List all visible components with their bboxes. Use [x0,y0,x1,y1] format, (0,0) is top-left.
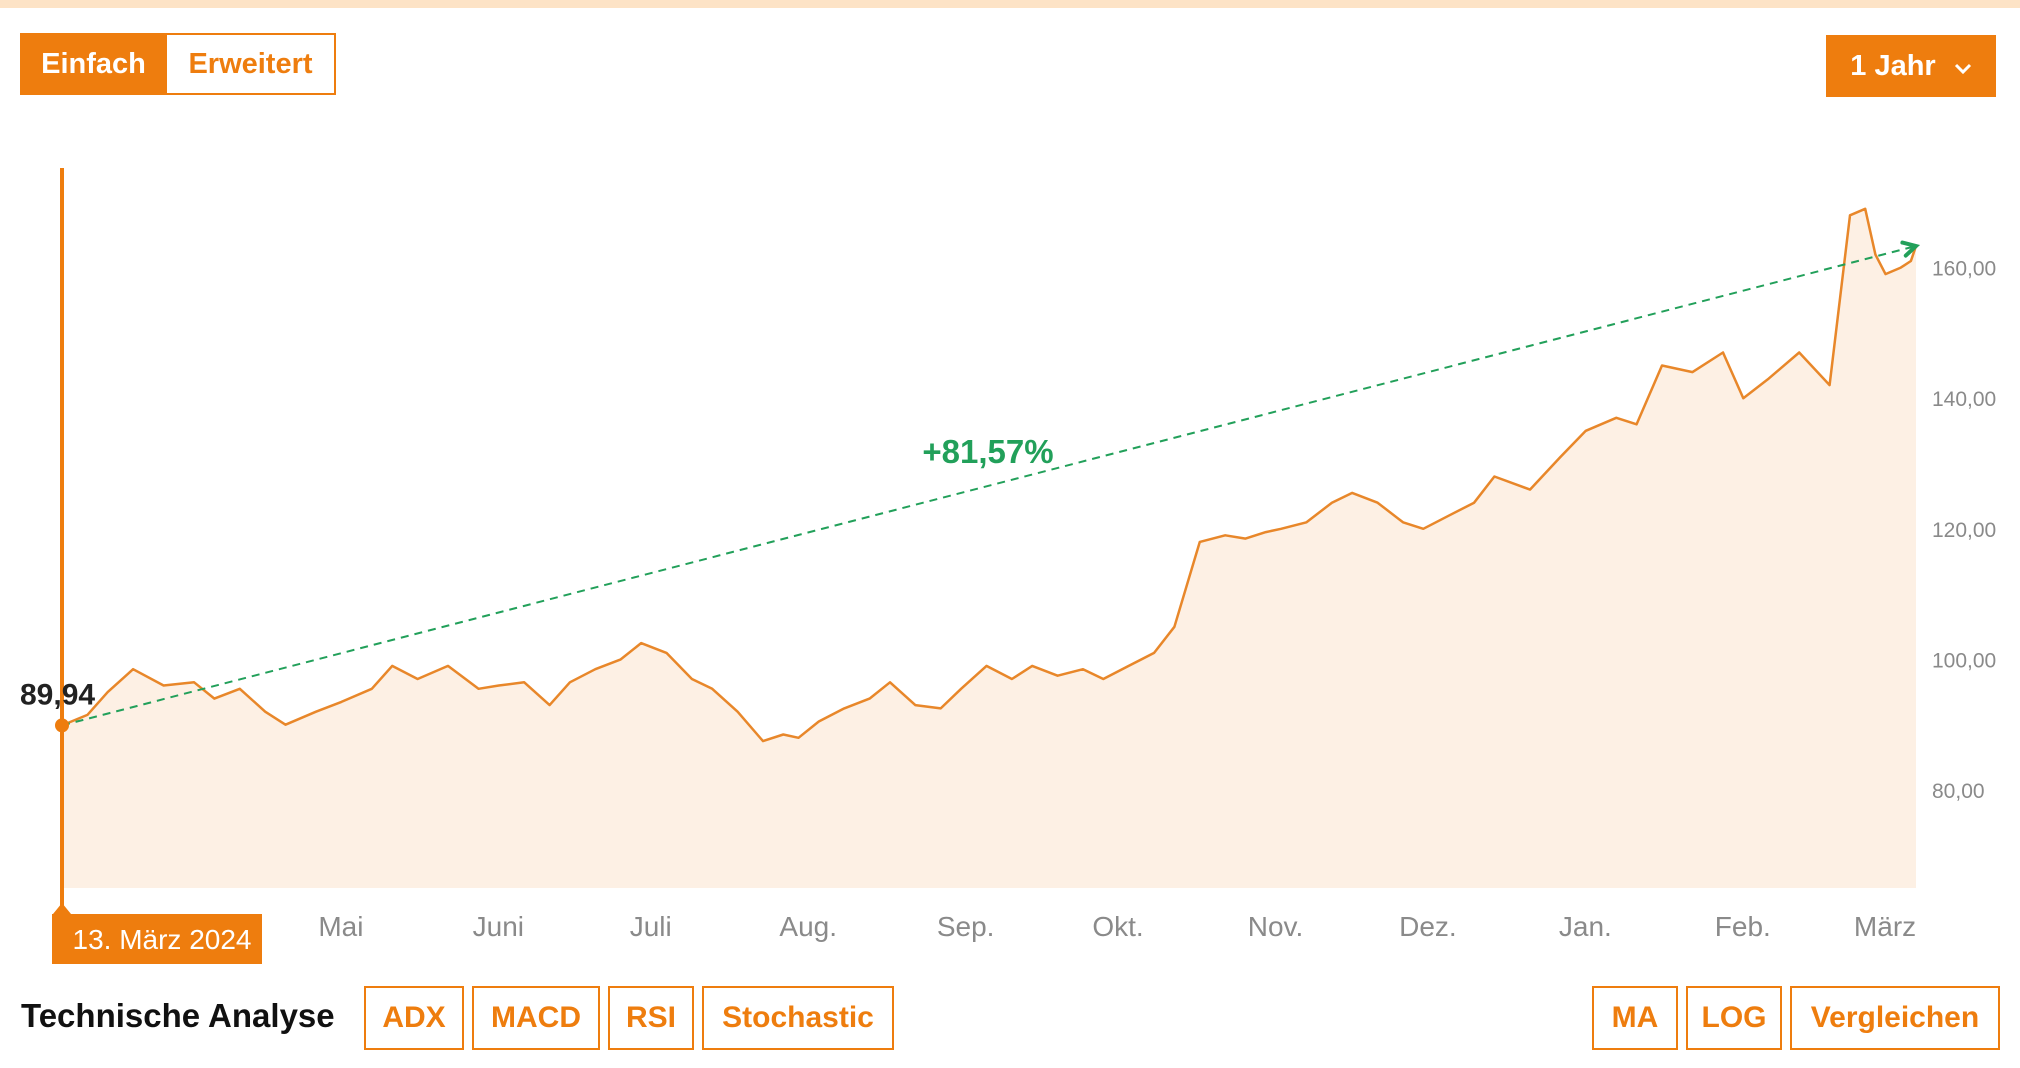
y-tick-label: 160,00 [1932,258,1996,281]
trend-line [61,245,1917,727]
tool-buttons: MA LOG Vergleichen [1592,986,2000,1050]
date-tooltip-pointer [53,903,71,914]
price-area [62,208,1916,889]
y-tick-label: 100,00 [1932,649,1996,672]
x-tick-label: Nov. [1248,911,1304,942]
x-tick-label: März [1854,911,1916,942]
start-point-marker [55,718,69,733]
x-tick-label: Juli [630,911,672,942]
macd-button[interactable]: MACD [472,986,600,1050]
y-tick-label: 140,00 [1932,388,1996,411]
trend-arrow-icon [1900,240,1921,258]
period-label: 1 Jahr [1850,49,1936,82]
ma-button[interactable]: MA [1592,986,1678,1050]
view-mode-toggle[interactable]: Einfach Erweitert [20,33,336,95]
x-tick-label: Dez. [1399,911,1457,942]
price-line [61,207,1918,743]
technical-analysis-label: Technische Analyse [21,997,335,1034]
x-tick-label: Okt. [1092,911,1143,942]
y-tick-label: 120,00 [1932,519,1996,542]
mode-advanced-button[interactable]: Erweitert [167,33,336,95]
x-tick-label: Mai [318,911,363,942]
date-tooltip-label: 13. März 2024 [73,924,252,955]
date-tooltip-box [52,914,262,964]
log-button[interactable]: LOG [1686,986,1782,1050]
start-value-label: 89,94 [20,678,95,711]
adx-button[interactable]: ADX [364,986,464,1050]
x-tick-label: Jan. [1559,911,1612,942]
stochastic-button[interactable]: Stochastic [702,986,894,1050]
change-percent-label: +81,57% [922,433,1053,470]
mode-simple-button[interactable]: Einfach [20,33,167,95]
rsi-button[interactable]: RSI [608,986,694,1050]
x-tick-label: Juni [473,911,524,942]
price-chart[interactable]: 80,00 100,00 120,00 140,00 160,00 +81,57% 89… [0,0,2020,970]
x-tick-label: Feb. [1715,911,1771,942]
top-accent-bar [0,0,2020,8]
y-axis: 80,00 100,00 120,00 140,00 160,00 [1932,258,1996,803]
y-tick-label: 80,00 [1932,780,1985,803]
compare-button[interactable]: Vergleichen [1790,986,2000,1050]
x-axis: Mai Juni Juli Aug. Sep. Okt. Nov. Dez. Jan. Feb. M… [318,911,1916,942]
chevron-down-icon [1954,50,1972,83]
indicator-buttons: ADX MACD RSI Stochastic [364,986,894,1050]
x-tick-label: Aug. [779,911,837,942]
period-select[interactable]: 1 Jahr [1826,35,1996,97]
x-tick-label: Sep. [937,911,995,942]
